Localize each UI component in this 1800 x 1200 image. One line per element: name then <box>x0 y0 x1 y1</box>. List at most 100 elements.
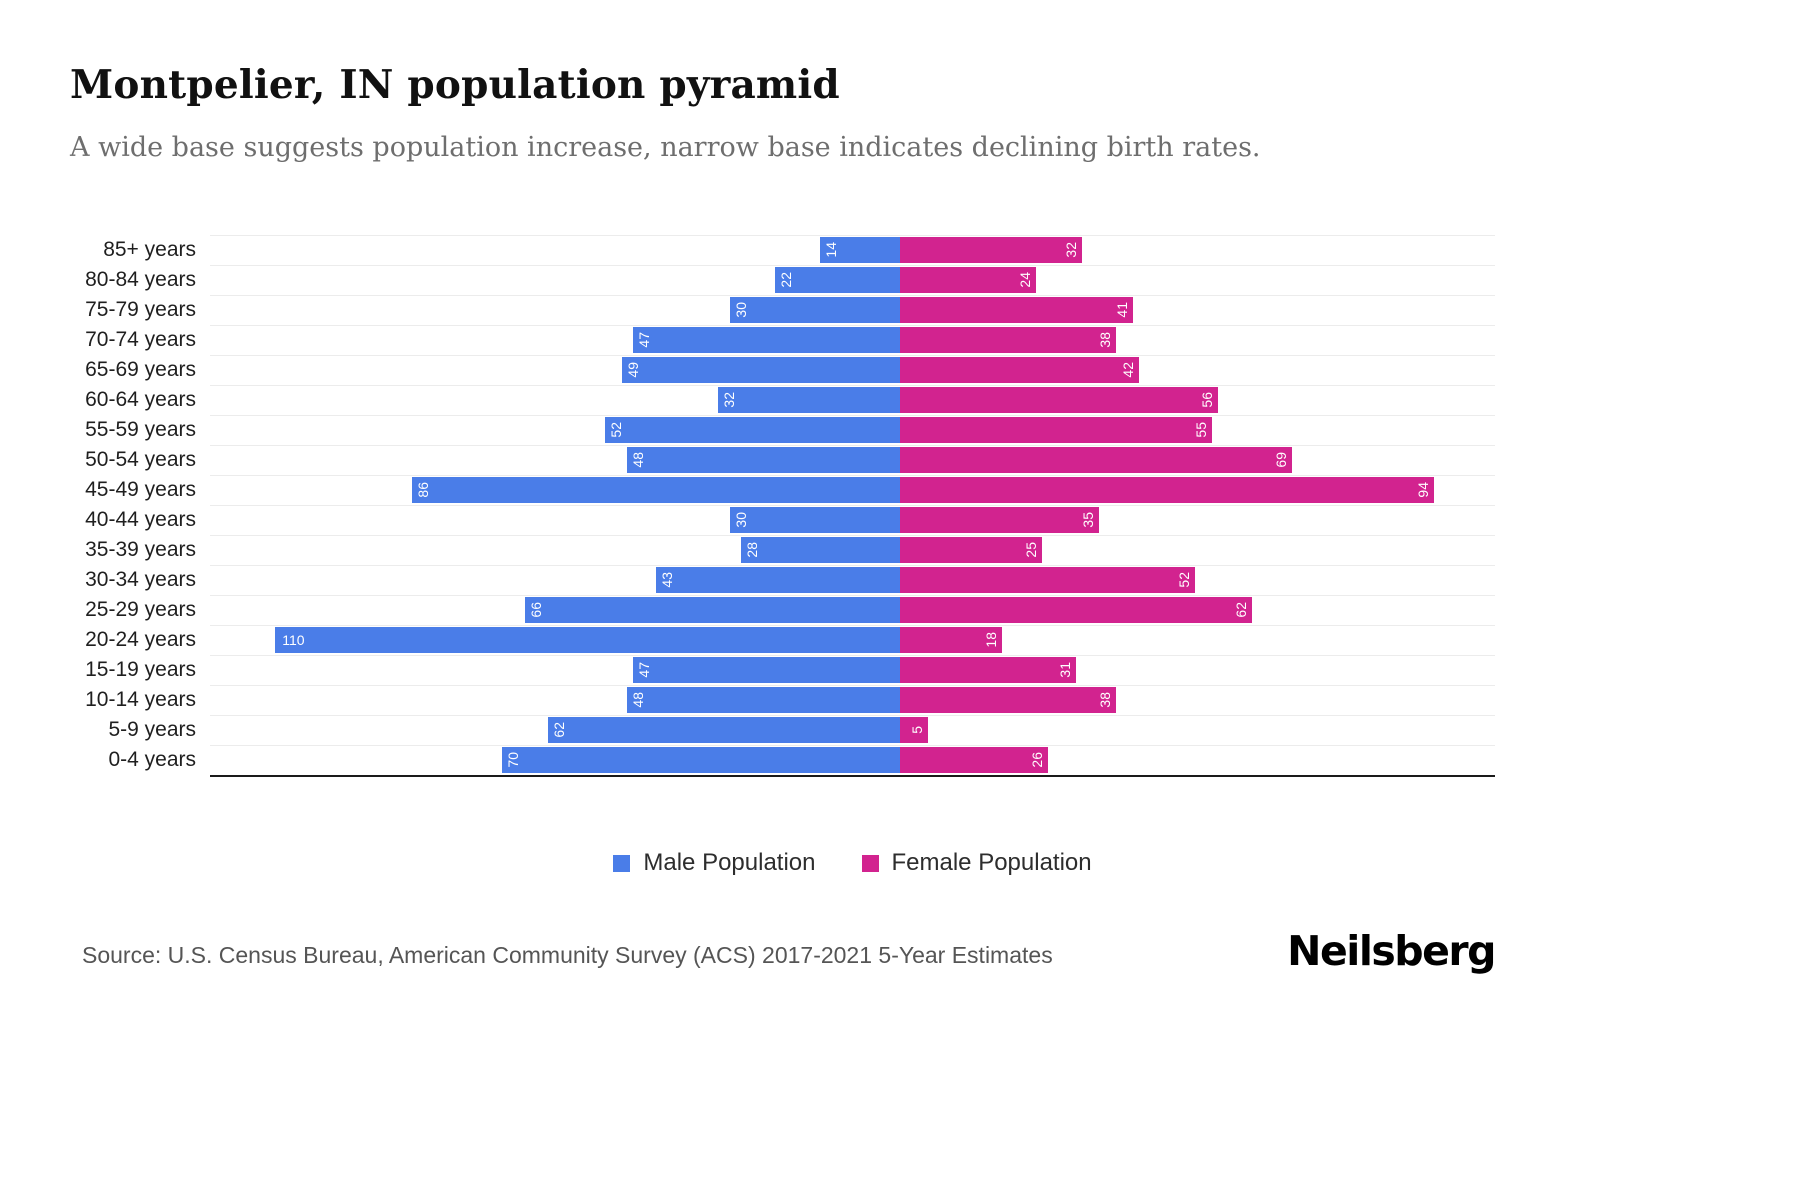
female-bar[interactable]: 25 <box>900 537 1042 563</box>
pyramid-row: 10-14 years 48 38 <box>0 685 1495 715</box>
male-bar[interactable]: 49 <box>621 357 900 383</box>
male-bar[interactable]: 43 <box>655 567 900 593</box>
pyramid-row: 0-4 years 70 26 <box>0 745 1495 775</box>
female-zone: 38 <box>900 327 1495 353</box>
male-zone: 28 <box>210 537 900 563</box>
male-zone: 30 <box>210 507 900 533</box>
female-bar-value: 25 <box>1023 542 1039 558</box>
pyramid-row: 5-9 years 62 5 <box>0 715 1495 745</box>
legend-label-female: Female Population <box>891 849 1092 876</box>
male-bar-value: 49 <box>624 362 641 378</box>
female-bar[interactable]: 62 <box>900 597 1253 623</box>
female-bar[interactable]: 55 <box>900 417 1213 443</box>
male-bar[interactable]: 28 <box>740 537 900 563</box>
male-bar[interactable]: 47 <box>633 327 900 353</box>
male-zone: 32 <box>210 387 900 413</box>
age-group-label: 75-79 years <box>85 298 196 321</box>
female-zone: 94 <box>900 477 1495 503</box>
female-bar[interactable]: 41 <box>900 297 1133 323</box>
pyramid-row: 55-59 years 52 55 <box>0 415 1495 445</box>
brand-logo: Neilsberg <box>1287 927 1496 975</box>
age-group-label: 30-34 years <box>85 568 196 591</box>
female-bar-value: 24 <box>1017 272 1034 288</box>
male-bar-value: 86 <box>414 482 431 498</box>
male-zone: 47 <box>210 327 900 353</box>
female-bar-value: 38 <box>1096 332 1113 348</box>
male-zone: 30 <box>210 297 900 323</box>
female-bar-value: 41 <box>1113 302 1130 318</box>
female-bar[interactable]: 35 <box>900 507 1099 533</box>
male-bar[interactable]: 52 <box>604 417 900 443</box>
female-zone: 26 <box>900 747 1495 773</box>
male-bar[interactable]: 48 <box>627 447 900 473</box>
pyramid-row: 85+ years 14 32 <box>0 235 1495 265</box>
female-bar-value: 31 <box>1057 662 1074 678</box>
female-zone: 55 <box>900 417 1495 443</box>
age-group-label: 65-69 years <box>85 358 196 381</box>
female-bar[interactable]: 24 <box>900 267 1037 293</box>
male-zone: 48 <box>210 447 900 473</box>
male-bar[interactable]: 30 <box>729 297 900 323</box>
male-bar-value: 47 <box>636 332 653 348</box>
female-bar[interactable]: 26 <box>900 747 1048 773</box>
female-zone: 62 <box>900 597 1495 623</box>
male-swatch-icon <box>613 854 631 872</box>
female-bar[interactable]: 94 <box>900 477 1434 503</box>
male-zone: 14 <box>210 237 900 263</box>
age-group-label: 10-14 years <box>85 688 196 711</box>
age-group-label: 5-9 years <box>108 718 196 741</box>
male-bar[interactable]: 47 <box>633 657 900 683</box>
male-bar[interactable]: 70 <box>502 747 900 773</box>
female-bar-value: 38 <box>1096 692 1113 708</box>
male-bar-value: 43 <box>658 572 675 588</box>
male-bar[interactable]: 22 <box>775 267 900 293</box>
pyramid-row: 60-64 years 32 56 <box>0 385 1495 415</box>
age-group-label: 45-49 years <box>85 478 196 501</box>
male-bar[interactable]: 110 <box>275 627 900 653</box>
age-group-label: 85+ years <box>103 238 196 261</box>
pyramid-row: 35-39 years 28 25 <box>0 535 1495 565</box>
female-bar-value: 94 <box>1414 482 1431 498</box>
female-bar[interactable]: 56 <box>900 387 1219 413</box>
page: Montpelier, IN population pyramid A wide… <box>0 62 1800 975</box>
female-zone: 69 <box>900 447 1495 473</box>
age-group-label: 0-4 years <box>108 748 196 771</box>
female-bar-value: 35 <box>1079 512 1096 528</box>
female-zone: 35 <box>900 507 1495 533</box>
male-bar[interactable]: 30 <box>729 507 900 533</box>
male-bar[interactable]: 48 <box>627 687 900 713</box>
female-bar[interactable]: 42 <box>900 357 1139 383</box>
female-zone: 24 <box>900 267 1495 293</box>
age-group-label: 70-74 years <box>85 328 196 351</box>
male-bar[interactable]: 62 <box>547 717 900 743</box>
female-bar-value: 18 <box>983 632 1000 648</box>
female-bar[interactable]: 69 <box>900 447 1292 473</box>
female-bar[interactable]: 5 <box>900 717 929 743</box>
male-bar[interactable]: 14 <box>820 237 900 263</box>
male-bar[interactable]: 86 <box>411 477 900 503</box>
female-bar[interactable]: 38 <box>900 327 1116 353</box>
female-bar[interactable]: 38 <box>900 687 1116 713</box>
age-group-label: 35-39 years <box>85 538 196 561</box>
female-zone: 25 <box>900 537 1495 563</box>
female-bar[interactable]: 18 <box>900 627 1003 653</box>
male-bar[interactable]: 32 <box>718 387 900 413</box>
female-zone: 18 <box>900 627 1495 653</box>
male-bar[interactable]: 66 <box>525 597 900 623</box>
age-group-label: 20-24 years <box>85 628 196 651</box>
pyramid-row: 75-79 years 30 41 <box>0 295 1495 325</box>
male-bar-value: 110 <box>282 632 305 648</box>
female-bar[interactable]: 31 <box>900 657 1077 683</box>
female-bar[interactable]: 52 <box>900 567 1196 593</box>
male-bar-value: 48 <box>630 452 647 468</box>
chart-subtitle: A wide base suggests population increase… <box>70 132 1261 163</box>
male-bar-value: 52 <box>607 422 624 438</box>
female-bar-value: 55 <box>1193 422 1210 438</box>
pyramid-row: 80-84 years 22 24 <box>0 265 1495 295</box>
male-bar-value: 28 <box>743 542 760 558</box>
male-zone: 22 <box>210 267 900 293</box>
female-bar[interactable]: 32 <box>900 237 1082 263</box>
male-zone: 66 <box>210 597 900 623</box>
legend-label-male: Male Population <box>643 849 816 876</box>
male-zone: 49 <box>210 357 900 383</box>
